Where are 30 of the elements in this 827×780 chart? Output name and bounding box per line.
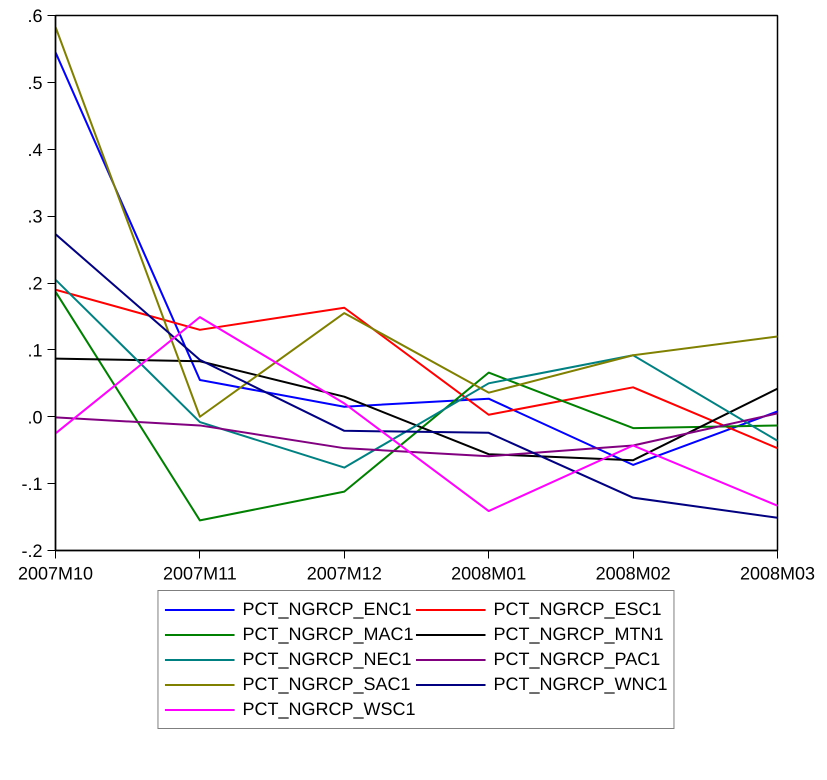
y-tick-label: .4 bbox=[27, 140, 43, 160]
x-tick-label: 2007M10 bbox=[18, 564, 94, 584]
y-tick-label: .6 bbox=[27, 6, 43, 26]
line-series bbox=[56, 278, 778, 469]
legend-label: PCT_NGRCP_WSC1 bbox=[242, 698, 416, 721]
y-tick-label: .2 bbox=[27, 274, 43, 294]
legend-label: PCT_NGRCP_NEC1 bbox=[242, 648, 412, 671]
y-tick-label: -.1 bbox=[21, 474, 43, 494]
y-tick-label: -.2 bbox=[21, 541, 43, 561]
line-series bbox=[56, 233, 778, 519]
legend-label: PCT_NGRCP_MTN1 bbox=[494, 623, 664, 646]
line-series bbox=[56, 288, 778, 450]
x-tick-label: 2008M02 bbox=[596, 564, 671, 584]
x-tick-label: 2007M12 bbox=[306, 564, 382, 584]
line-series bbox=[56, 412, 778, 458]
y-tick-label: .5 bbox=[27, 72, 43, 93]
legend-label: PCT_NGRCP_MAC1 bbox=[242, 623, 414, 646]
y-tick-label: .1 bbox=[27, 340, 43, 360]
legend-label: PCT_NGRCP_WNC1 bbox=[494, 673, 668, 696]
y-tick-label: .3 bbox=[27, 206, 43, 227]
y-tick-label: .0 bbox=[27, 407, 43, 428]
line-series bbox=[56, 51, 778, 466]
x-tick-label: 2008M01 bbox=[451, 564, 526, 584]
line-series bbox=[56, 26, 778, 418]
legend-label: PCT_NGRCP_PAC1 bbox=[494, 648, 660, 671]
legend-label: PCT_NGRCP_SAC1 bbox=[242, 673, 411, 696]
legend-label: PCT_NGRCP_ESC1 bbox=[494, 598, 662, 621]
x-tick-label: 2007M11 bbox=[163, 564, 237, 584]
legend-label: PCT_NGRCP_ENC1 bbox=[242, 598, 412, 621]
x-tick-label: 2008M03 bbox=[740, 564, 816, 584]
